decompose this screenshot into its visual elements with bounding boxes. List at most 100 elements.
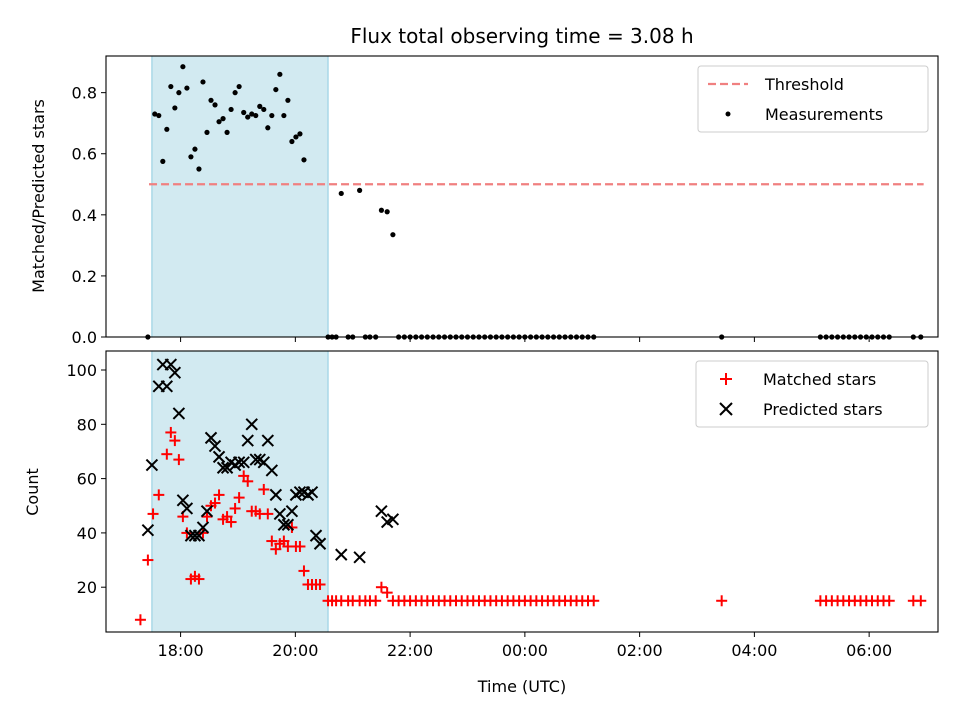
- matched-star-point: [262, 508, 274, 520]
- measurement-point: [384, 209, 390, 215]
- measurement-point: [269, 112, 275, 119]
- measurement-point: [204, 129, 210, 135]
- x-axis-label: Time (UTC): [477, 677, 566, 696]
- measurement-point: [265, 125, 271, 131]
- bottom-plot-frame: [105, 350, 939, 633]
- bottom-ytick-label: 100: [66, 361, 97, 380]
- matched-star-point: [201, 511, 213, 523]
- matched-star-point: [370, 595, 382, 607]
- predicted-star-point: [160, 380, 174, 393]
- measurement-point: [277, 71, 283, 77]
- matched-star-point: [229, 502, 241, 514]
- measurement-point: [176, 90, 182, 96]
- top-ytick-label: 0.4: [72, 206, 97, 225]
- predicted-star-point: [249, 453, 262, 466]
- matched-star-point: [242, 475, 254, 487]
- measurements-legend-swatch: [725, 111, 731, 117]
- measurement-point: [208, 97, 214, 103]
- measurement-point: [245, 114, 251, 120]
- measurement-point: [212, 102, 218, 108]
- top-panel: 0.0 0.2 0.4 0.6 0.8 Flux total observing tim…: [29, 24, 939, 347]
- measurement-point: [196, 166, 202, 172]
- measurement-point: [216, 119, 222, 125]
- bottom-xtick-label: 02:00: [617, 641, 663, 660]
- matched-star-point: [294, 540, 306, 552]
- predicted-star-point: [241, 434, 254, 447]
- measurement-point: [301, 157, 307, 163]
- predicted-star-point: [204, 431, 218, 445]
- bottom-xtick-label: 00:00: [502, 641, 548, 660]
- top-ytick-label: 0.8: [72, 84, 97, 103]
- measurement-point: [200, 79, 206, 85]
- predicted-star-point: [245, 418, 258, 431]
- measurement-point: [232, 90, 238, 96]
- predicted-star-point: [192, 529, 206, 542]
- matched-star-point: [883, 595, 895, 607]
- matched-star-point: [213, 489, 225, 501]
- measurement-point: [172, 105, 178, 111]
- threshold-legend-label: Threshold: [764, 75, 844, 94]
- predicted-star-point: [180, 502, 194, 515]
- bottom-xtick-label: 20:00: [272, 641, 318, 660]
- measurement-point: [289, 138, 295, 145]
- matched-star-point: [147, 508, 159, 520]
- measurement-point: [390, 232, 396, 238]
- predicted-star-point: [208, 439, 222, 453]
- bottom-legend: Matched stars Predicted stars: [695, 360, 929, 428]
- top-y-axis-label: Matched/Predicted stars: [29, 99, 48, 293]
- matched-star-point: [233, 492, 245, 504]
- matched-legend-swatch: [720, 373, 732, 385]
- predicted-star-point: [212, 450, 226, 464]
- predicted-legend-label: Predicted stars: [763, 400, 883, 419]
- top-ytick-label: 0.6: [72, 145, 97, 164]
- predicted-star-point: [237, 456, 250, 469]
- measurement-point: [184, 85, 190, 91]
- measurement-point: [293, 134, 299, 140]
- matched-star-point: [161, 448, 173, 460]
- bottom-ytick-label: 40: [77, 524, 97, 543]
- matched-star-point: [134, 614, 146, 626]
- measurement-point: [164, 126, 170, 132]
- predicted-star-point: [313, 537, 327, 550]
- predicted-star-point: [375, 504, 388, 518]
- matched-legend-label: Matched stars: [763, 370, 876, 389]
- measurement-point: [156, 112, 162, 119]
- measurement-point: [378, 207, 385, 213]
- matched-star-point: [298, 565, 310, 577]
- matched-star-point: [209, 497, 221, 509]
- matched-star-point: [314, 578, 326, 590]
- measurement-point: [188, 154, 194, 160]
- measurement-point: [357, 187, 363, 193]
- matched-star-point: [258, 483, 270, 495]
- measurement-point: [257, 103, 263, 109]
- matched-star-point: [716, 595, 728, 607]
- predicted-star-point: [200, 504, 214, 518]
- predicted-star-point: [176, 494, 190, 507]
- predicted-star-point: [141, 523, 155, 537]
- predicted-star-point: [168, 366, 182, 379]
- bottom-legend-box: [695, 360, 929, 428]
- predicted-star-point: [273, 507, 287, 521]
- bottom-xtick-label: 18:00: [158, 641, 204, 660]
- bottom-xtick-label: 04:00: [731, 641, 777, 660]
- predicted-star-point: [293, 485, 307, 499]
- predicted-star-point: [164, 358, 178, 371]
- top-ytick-label: 0.2: [72, 267, 97, 286]
- measurement-point: [285, 97, 291, 103]
- chart-title: Flux total observing time = 3.08 h: [350, 24, 693, 48]
- bottom-y-axis-label: Count: [23, 468, 42, 516]
- measurement-point: [297, 131, 303, 137]
- measurements-legend-label: Measurements: [765, 105, 883, 124]
- top-legend-box: [697, 65, 929, 133]
- predicted-star-point: [196, 521, 210, 534]
- measurement-point: [228, 106, 234, 113]
- matched-star-point: [225, 516, 237, 528]
- bottom-ytick-label: 20: [77, 578, 97, 597]
- predicted-star-point: [277, 518, 291, 531]
- measurement-point: [236, 83, 242, 90]
- measurement-point: [180, 64, 186, 70]
- predicted-star-point: [335, 548, 348, 561]
- matched-star-point: [169, 435, 181, 447]
- matched-star-point: [915, 595, 927, 607]
